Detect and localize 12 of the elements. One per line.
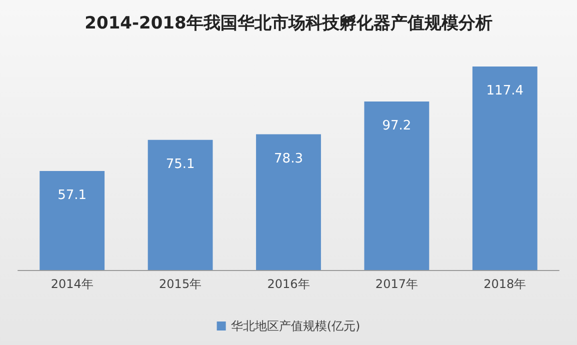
data-label: 78.3: [274, 151, 303, 166]
x-tick-label: 2017年: [375, 277, 418, 291]
x-tick-label: 2014年: [50, 277, 94, 291]
data-label: 117.4: [486, 84, 524, 99]
chart-title: 2014-2018年我国华北市场科技孵化器产值规模分析: [84, 14, 492, 34]
data-label: 75.1: [166, 156, 195, 172]
data-label: 97.2: [382, 118, 412, 134]
x-tick-label: 2016年: [267, 277, 310, 291]
x-tick-label: 2018年: [484, 277, 526, 291]
x-tick-label: 2015年: [159, 277, 202, 291]
legend-label: 华北地区产值规模(亿元): [230, 319, 360, 333]
data-label: 57.1: [58, 188, 87, 204]
